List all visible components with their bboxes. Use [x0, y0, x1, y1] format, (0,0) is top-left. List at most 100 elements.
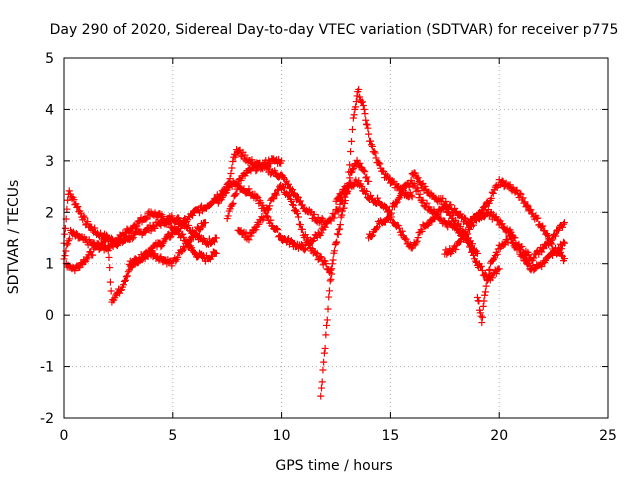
y-tick-label: 5 [45, 51, 54, 67]
data-point [530, 254, 538, 262]
data-point [165, 219, 173, 227]
data-point [338, 189, 346, 197]
data-point [348, 126, 356, 134]
data-point [252, 226, 260, 234]
data-point [269, 194, 277, 202]
data-point [365, 177, 373, 185]
data-point [384, 175, 392, 183]
x-tick-labels: 0 5 10 15 20 25 [60, 428, 617, 444]
data-point [322, 331, 330, 339]
data-point [513, 186, 521, 194]
data-point [340, 204, 348, 212]
data-point [460, 235, 468, 243]
series-track-c [62, 219, 209, 306]
data-point [224, 212, 232, 220]
data-point [104, 246, 112, 254]
data-point [185, 221, 193, 229]
data-point [225, 179, 233, 187]
data-point [373, 224, 381, 232]
data-point [372, 154, 380, 162]
data-point [84, 218, 92, 226]
data-point [264, 206, 272, 214]
data-point [297, 241, 305, 249]
data-point [267, 159, 275, 167]
data-point [247, 232, 255, 240]
data-point [405, 183, 413, 191]
data-point [418, 227, 426, 235]
data-point [457, 223, 465, 231]
data-point [326, 277, 334, 285]
data-point [317, 384, 325, 392]
data-point [559, 220, 567, 228]
data-point [106, 278, 114, 286]
data-point [489, 256, 497, 264]
data-point [71, 267, 79, 275]
data-point [129, 261, 137, 269]
data-point [212, 234, 220, 242]
data-point [263, 164, 271, 172]
data-point [419, 196, 427, 204]
data-point [453, 207, 461, 215]
data-point [559, 238, 567, 246]
data-point [142, 215, 150, 223]
data-point [516, 189, 524, 197]
data-point [360, 167, 368, 175]
data-point [367, 137, 375, 145]
data-point [168, 212, 176, 220]
data-point [266, 202, 274, 210]
y-tick-label: 4 [45, 102, 54, 118]
data-point [493, 250, 501, 258]
data-point [534, 214, 542, 222]
data-point [168, 262, 176, 270]
data-point [495, 265, 503, 273]
data-point [61, 252, 69, 260]
data-point [397, 190, 405, 198]
data-point [72, 229, 80, 237]
data-point [323, 321, 331, 329]
data-point [487, 194, 495, 202]
data-point [267, 216, 275, 224]
data-point [452, 216, 460, 224]
data-point [73, 203, 81, 211]
data-point [330, 214, 338, 222]
data-point [392, 199, 400, 207]
data-point [248, 156, 256, 164]
data-point [398, 188, 406, 196]
data-point [543, 230, 551, 238]
data-point [120, 277, 128, 285]
x-axis-title: GPS time / hours [275, 458, 392, 474]
data-point [63, 205, 71, 213]
data-point [102, 237, 110, 245]
data-point [486, 265, 494, 273]
plot-frame [63, 57, 609, 419]
y-tick-label: 3 [45, 154, 54, 170]
data-point [252, 167, 260, 175]
data-point [178, 222, 186, 230]
data-point [343, 190, 351, 198]
data-point [212, 249, 220, 257]
data-point [492, 270, 500, 278]
data-point [336, 200, 344, 208]
data-point [517, 190, 525, 198]
data-point [454, 221, 462, 229]
data-point [480, 213, 488, 221]
data-point [218, 194, 226, 202]
data-point [484, 273, 492, 281]
data-point [349, 114, 357, 122]
data-point [350, 182, 358, 190]
data-point [471, 257, 479, 265]
x-tick-label: 5 [168, 428, 177, 444]
series-track-e [212, 146, 329, 229]
data-point [407, 191, 415, 199]
series-track-h [317, 156, 373, 400]
data-point [395, 224, 403, 232]
data-point [524, 202, 532, 210]
data-point [201, 219, 209, 227]
x-tick-label: 25 [599, 428, 617, 444]
data-point [558, 245, 566, 253]
series-track-g [234, 181, 336, 278]
data-point [417, 226, 425, 234]
data-point [273, 191, 281, 199]
data-point [179, 230, 187, 238]
data-point [394, 195, 402, 203]
